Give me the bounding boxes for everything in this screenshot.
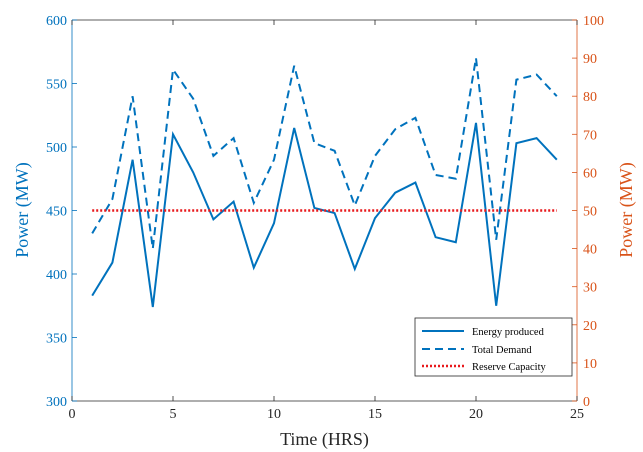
legend-label-demand: Total Demand — [472, 345, 532, 356]
y-left-tick-label: 400 — [46, 268, 67, 283]
x-tick-label: 15 — [368, 407, 382, 422]
x-tick-label: 20 — [469, 407, 483, 422]
y-right-tick-label: 70 — [583, 128, 597, 143]
legend-label-energy: Energy produced — [472, 327, 545, 338]
y-left-tick-label: 500 — [46, 141, 67, 156]
y-right-tick-label: 50 — [583, 205, 597, 220]
legend-box — [414, 317, 573, 377]
y-left-tick-label: 450 — [46, 205, 67, 220]
y-right-tick-label: 30 — [583, 281, 597, 296]
y-right-tick-label: 90 — [583, 52, 597, 67]
legend: Energy produced Total Demand Reserve Cap… — [414, 317, 573, 377]
x-tick-label: 10 — [267, 407, 281, 422]
x-tick-label: 0 — [69, 407, 76, 422]
x-axis-label: Time (HRS) — [280, 429, 369, 450]
x-tick-label: 5 — [170, 407, 177, 422]
y-right-tick-label: 40 — [583, 243, 597, 258]
y-right-tick-label: 0 — [583, 395, 590, 410]
y-axis-label-left: Power (MW) — [12, 162, 33, 257]
y-right-tick-label: 60 — [583, 166, 597, 181]
series-line-demand — [91, 57, 558, 249]
y-left-tick-label: 300 — [46, 395, 67, 410]
y-left-tick-label: 350 — [46, 332, 67, 347]
x-tick-label: 25 — [570, 407, 584, 422]
y-right-tick-label: 80 — [583, 90, 597, 105]
series-layer — [91, 57, 558, 308]
y-left-tick-label: 550 — [46, 78, 67, 93]
legend-label-reserve: Reserve Capacity — [472, 362, 547, 373]
y-left-tick-label: 600 — [46, 14, 67, 29]
y-right-tick-label: 10 — [583, 357, 597, 372]
y-axis-label-right: Power (MW) — [616, 162, 637, 257]
ticks-layer: 0 5 10 15 20 25 300 350 400 450 500 550 600 0 10 20 30 40… — [46, 14, 604, 422]
y-right-tick-label: 20 — [583, 319, 597, 334]
y-right-tick-label: 100 — [583, 14, 604, 29]
